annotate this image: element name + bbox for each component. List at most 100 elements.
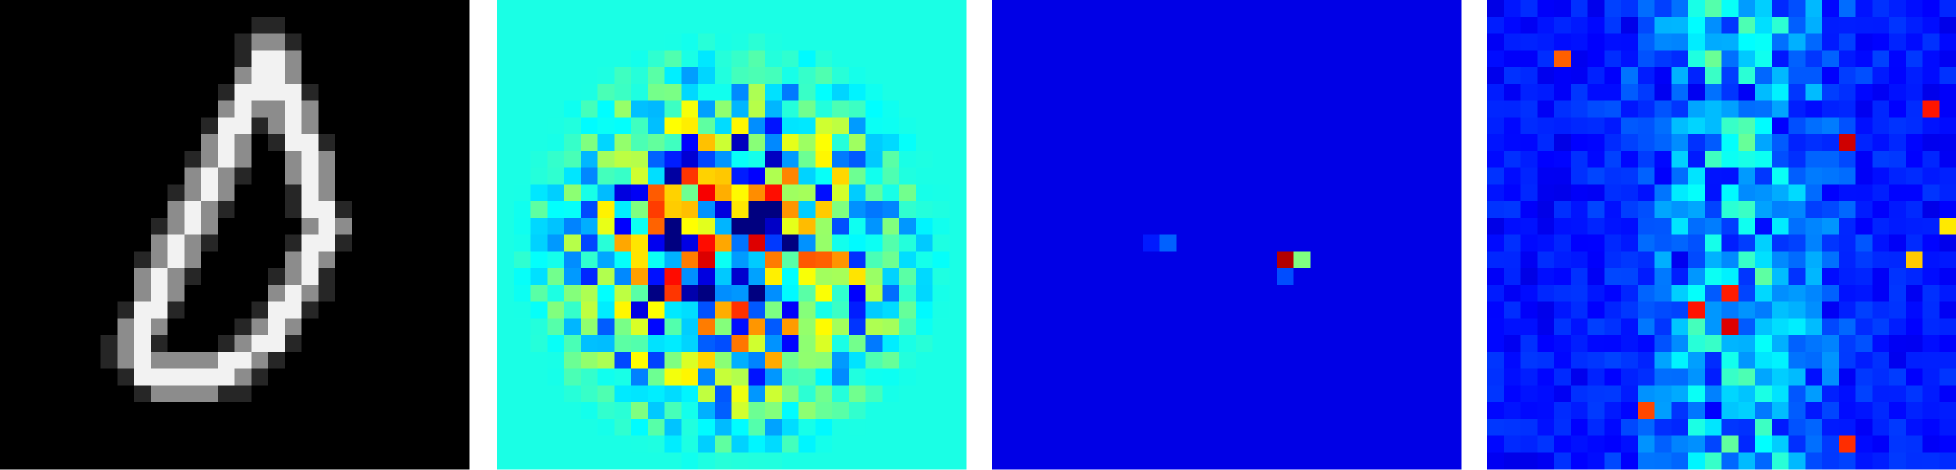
pixel xyxy=(949,284,967,303)
pixel xyxy=(184,150,202,169)
pixel xyxy=(1922,50,1940,68)
pixel xyxy=(1209,184,1228,202)
pixel xyxy=(547,452,565,470)
pixel xyxy=(67,284,85,303)
pixel xyxy=(1487,318,1505,336)
pixel xyxy=(251,251,269,269)
pixel xyxy=(1487,351,1505,370)
pixel xyxy=(882,368,900,386)
pixel xyxy=(1444,351,1462,370)
pixel xyxy=(1226,301,1244,319)
pixel xyxy=(497,284,515,303)
pixel xyxy=(1487,435,1505,453)
pixel xyxy=(1838,435,1857,453)
pixel xyxy=(497,318,515,336)
pixel xyxy=(781,134,800,152)
pixel xyxy=(268,16,286,35)
pixel xyxy=(1410,268,1429,286)
pixel xyxy=(664,435,682,453)
pixel xyxy=(848,368,867,386)
pixel xyxy=(932,150,950,169)
pixel xyxy=(0,234,18,252)
pixel xyxy=(1604,150,1622,169)
pixel xyxy=(1520,0,1538,18)
pixel xyxy=(301,335,319,353)
pixel xyxy=(882,50,900,68)
pixel xyxy=(597,251,615,269)
pixel xyxy=(1704,100,1723,118)
pixel xyxy=(647,0,666,18)
pixel xyxy=(1276,251,1295,269)
pixel xyxy=(497,351,515,370)
pixel xyxy=(1209,452,1228,470)
pixel xyxy=(497,368,515,386)
pixel xyxy=(1343,184,1362,202)
pixel xyxy=(1688,16,1706,35)
pixel xyxy=(1939,268,1956,286)
pixel xyxy=(318,217,336,236)
pixel xyxy=(1755,50,1773,68)
pixel xyxy=(631,435,649,453)
pixel xyxy=(385,83,403,102)
pixel xyxy=(815,33,833,51)
pixel xyxy=(1654,452,1672,470)
pixel xyxy=(513,284,532,303)
pixel xyxy=(385,50,403,68)
pixel xyxy=(1537,33,1555,51)
pixel xyxy=(1503,16,1522,35)
pixel xyxy=(318,83,336,102)
pixel xyxy=(402,452,420,470)
pixel xyxy=(1570,201,1589,219)
pixel xyxy=(1503,67,1522,85)
pixel xyxy=(1855,452,1873,470)
pixel xyxy=(1025,318,1043,336)
pixel xyxy=(301,234,319,252)
pixel xyxy=(1838,234,1857,252)
pixel xyxy=(1838,268,1857,286)
pixel xyxy=(33,201,51,219)
pixel xyxy=(1621,16,1639,35)
pixel xyxy=(1059,301,1077,319)
pixel xyxy=(1226,402,1244,420)
pixel xyxy=(798,368,816,386)
pixel xyxy=(1671,134,1689,152)
pixel xyxy=(1939,301,1956,319)
pixel xyxy=(1704,217,1723,236)
pixel xyxy=(1293,234,1311,252)
pixel xyxy=(580,251,599,269)
pixel xyxy=(1444,318,1462,336)
pixel xyxy=(932,284,950,303)
pixel xyxy=(1755,452,1773,470)
pixel xyxy=(1838,418,1857,437)
pixel xyxy=(368,50,386,68)
pixel xyxy=(1487,201,1505,219)
pixel xyxy=(714,452,733,470)
pixel xyxy=(564,251,582,269)
pixel xyxy=(765,284,783,303)
pixel xyxy=(1503,234,1522,252)
pixel xyxy=(1587,67,1605,85)
pixel xyxy=(899,268,917,286)
pixel xyxy=(1142,418,1161,437)
pixel xyxy=(1922,368,1940,386)
pixel xyxy=(1444,301,1462,319)
pixel xyxy=(1604,402,1622,420)
pixel xyxy=(1654,351,1672,370)
pixel xyxy=(1621,117,1639,135)
pixel xyxy=(33,33,51,51)
pixel xyxy=(865,402,883,420)
pixel xyxy=(1704,67,1723,85)
pixel xyxy=(714,50,733,68)
pixel xyxy=(50,33,68,51)
pixel xyxy=(832,50,850,68)
pixel xyxy=(882,117,900,135)
pixel xyxy=(564,50,582,68)
pixel xyxy=(217,167,236,185)
pixel xyxy=(513,100,532,118)
pixel xyxy=(1621,50,1639,68)
pixel xyxy=(1427,301,1445,319)
pixel xyxy=(1142,402,1161,420)
pixel xyxy=(731,217,749,236)
pixel xyxy=(251,33,269,51)
pixel xyxy=(949,16,967,35)
